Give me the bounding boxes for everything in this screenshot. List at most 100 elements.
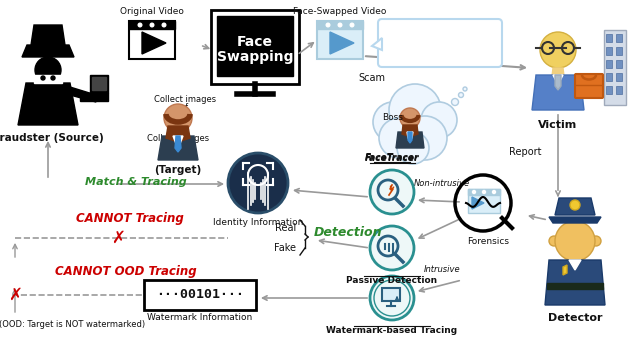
FancyBboxPatch shape [317, 21, 363, 59]
Circle shape [397, 132, 429, 164]
Circle shape [138, 23, 142, 27]
Text: Watermark Information: Watermark Information [147, 313, 253, 322]
Polygon shape [532, 75, 584, 110]
FancyBboxPatch shape [90, 75, 108, 93]
Polygon shape [34, 75, 62, 83]
Text: Collect images: Collect images [154, 95, 216, 104]
Text: Match & Tracing: Match & Tracing [85, 177, 187, 187]
FancyBboxPatch shape [211, 10, 299, 84]
Polygon shape [330, 32, 354, 54]
Text: FaceTracer: FaceTracer [365, 154, 419, 163]
Polygon shape [166, 126, 190, 142]
Text: Intrusive: Intrusive [424, 265, 460, 274]
Circle shape [570, 200, 580, 210]
FancyBboxPatch shape [606, 60, 612, 68]
Text: Transfer $xxx to ...: Transfer $xxx to ... [397, 43, 483, 53]
Polygon shape [70, 87, 96, 102]
Polygon shape [396, 132, 424, 148]
Polygon shape [175, 136, 181, 152]
FancyBboxPatch shape [606, 73, 612, 81]
Circle shape [370, 170, 414, 214]
FancyBboxPatch shape [606, 47, 612, 55]
Circle shape [421, 102, 457, 138]
Circle shape [403, 116, 447, 160]
Text: Face: Face [237, 35, 273, 49]
FancyBboxPatch shape [378, 19, 502, 67]
Circle shape [350, 23, 354, 27]
Text: FaceTracer: FaceTracer [365, 153, 419, 162]
Circle shape [458, 93, 463, 98]
Text: Victim: Victim [538, 120, 578, 130]
Text: of: of [181, 103, 189, 112]
Text: Non-intrusive: Non-intrusive [414, 179, 470, 188]
Circle shape [326, 23, 330, 27]
Text: Passive Detection: Passive Detection [346, 276, 438, 285]
FancyBboxPatch shape [468, 189, 500, 195]
Polygon shape [407, 132, 413, 138]
FancyBboxPatch shape [129, 21, 175, 29]
Text: (Target): (Target) [154, 165, 202, 175]
Polygon shape [142, 32, 166, 54]
FancyBboxPatch shape [144, 280, 256, 310]
Text: ···00101···: ···00101··· [156, 288, 244, 301]
FancyBboxPatch shape [382, 288, 400, 301]
Text: (OOD: Target is NOT watermarked): (OOD: Target is NOT watermarked) [0, 320, 145, 329]
FancyBboxPatch shape [129, 21, 175, 59]
Text: CANNOT Tracing: CANNOT Tracing [76, 212, 184, 225]
Circle shape [540, 32, 576, 68]
Polygon shape [552, 68, 564, 76]
Circle shape [463, 87, 467, 91]
Text: Swapping: Swapping [217, 50, 293, 64]
Text: Detection: Detection [314, 225, 382, 239]
Circle shape [400, 108, 420, 128]
Text: Real: Real [275, 223, 296, 233]
FancyBboxPatch shape [604, 30, 626, 105]
Text: Boss: Boss [383, 114, 403, 122]
FancyBboxPatch shape [468, 189, 500, 213]
Circle shape [493, 191, 495, 194]
Polygon shape [569, 260, 581, 270]
FancyBboxPatch shape [616, 34, 622, 42]
FancyBboxPatch shape [616, 86, 622, 94]
Text: ✗: ✗ [8, 286, 22, 304]
Polygon shape [555, 75, 561, 90]
Text: ✗: ✗ [111, 229, 125, 247]
Text: Report: Report [509, 147, 542, 157]
FancyBboxPatch shape [547, 283, 603, 289]
Polygon shape [158, 136, 198, 160]
FancyBboxPatch shape [217, 16, 293, 76]
FancyBboxPatch shape [616, 73, 622, 81]
Polygon shape [549, 217, 601, 223]
Text: CANNOT OOD Tracing: CANNOT OOD Tracing [55, 265, 196, 278]
Circle shape [555, 221, 595, 261]
Circle shape [150, 23, 154, 27]
Polygon shape [555, 198, 595, 215]
FancyBboxPatch shape [80, 93, 108, 101]
Polygon shape [372, 38, 382, 50]
Text: Detector: Detector [548, 313, 602, 323]
Polygon shape [472, 197, 484, 209]
Circle shape [338, 23, 342, 27]
FancyBboxPatch shape [92, 77, 106, 90]
Circle shape [370, 226, 414, 270]
Polygon shape [408, 132, 412, 143]
Circle shape [549, 236, 559, 246]
FancyBboxPatch shape [317, 21, 363, 29]
Circle shape [51, 76, 55, 80]
FancyBboxPatch shape [606, 34, 612, 42]
Circle shape [389, 84, 441, 136]
Circle shape [379, 118, 419, 158]
Text: of: of [174, 143, 182, 152]
Circle shape [164, 104, 192, 132]
Circle shape [41, 76, 45, 80]
Text: Hey, Bob, it's boss.: Hey, Bob, it's boss. [397, 32, 483, 40]
Polygon shape [402, 125, 418, 137]
Polygon shape [553, 75, 563, 85]
FancyBboxPatch shape [606, 86, 612, 94]
Text: Face-Swapped Video: Face-Swapped Video [293, 7, 387, 16]
Text: Scam: Scam [358, 73, 385, 83]
Text: Collect images: Collect images [147, 134, 209, 143]
Polygon shape [18, 83, 78, 125]
Text: Identity Information: Identity Information [213, 218, 303, 227]
Circle shape [483, 191, 486, 194]
